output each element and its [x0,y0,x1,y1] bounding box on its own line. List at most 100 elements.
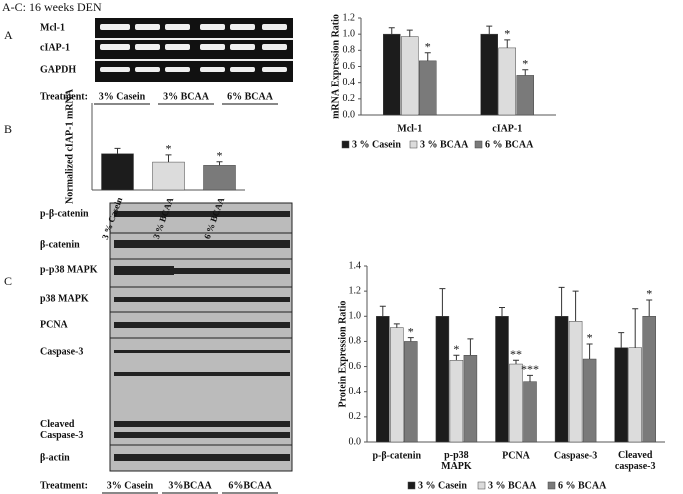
bar [498,47,516,116]
bar [376,316,390,443]
figure-title: A-C: 16 weeks DEN [2,0,102,14]
legend-label: 3 % BCAA [488,480,537,491]
significance: * [587,331,593,345]
y-tick-label: 1.0 [349,311,362,322]
legend-label: 3 % Casein [352,139,401,150]
error-bar [504,39,511,48]
bar [203,165,236,191]
treatment-group: 3% BCAA [163,91,210,102]
y-axis-label: mRNA Expression Ratio [330,14,341,119]
blot-dividers [110,232,292,446]
significance: ** [510,347,522,361]
blot-row-label: p-β-catenin [40,208,89,219]
error-bar [453,354,460,361]
bar [568,321,583,443]
bands [114,211,290,461]
y-tick-label: 0.8 [343,45,356,56]
bar [495,316,509,443]
blot-row-label: Mcl-1 [40,22,65,33]
blot-row-label: cIAP-1 [40,42,70,53]
bar [404,341,418,443]
error-bar [586,343,593,360]
bands [95,24,293,72]
y-tick-label: 0.2 [349,411,362,422]
error-bar [632,308,639,348]
legend-label: 6 % BCAA [558,480,607,491]
y-axis-label: Normalized cIAP-1 mRNA [64,88,75,204]
bar [628,347,642,443]
legend-swatch [409,140,418,149]
error-bar [467,338,474,356]
error-bar [527,374,533,382]
treatment-label: Treatment: [40,480,88,491]
significance: * [408,324,414,338]
blot-row-label: Caspase-3 [40,346,83,357]
y-tick-label: 0.0 [343,109,356,120]
error-bar [513,359,519,365]
error-bar [572,290,579,322]
bar [642,316,656,443]
treatment-group: 3% Casein [99,91,146,102]
panel-label: A [4,28,13,42]
bar [582,358,597,443]
significance: *** [521,362,539,376]
panel-label: C [4,274,12,288]
y-tick-label: 0.6 [349,361,362,372]
bar [383,33,401,116]
legend-label: 6 % BCAA [485,139,534,150]
treatment-group: 3% Casein [107,480,154,491]
bar [101,153,134,191]
bar [152,161,185,191]
blot-row-label: Cleaved Caspase-3 [40,419,83,441]
error-bar [388,27,395,35]
x-tick-label: PCNA [502,450,531,461]
significance: * [504,27,510,41]
error-bar [522,69,529,76]
legend-swatch [341,140,350,149]
blot-row-label: PCNA [40,319,69,330]
blot-row-label: β-catenin [40,239,80,250]
treatment-group: 6%BCAA [228,480,272,491]
bar [523,381,537,443]
error-bar [558,286,565,317]
x-tick-label: Cleaved caspase-3 [615,450,656,472]
legend-swatch [477,481,486,490]
error-bar [486,25,493,35]
treatment-group: 6% BCAA [227,91,274,102]
y-tick-label: 1.2 [343,12,356,23]
error-bar [439,288,446,317]
significance: * [522,56,528,70]
error-bar [424,52,431,61]
blot-a [95,18,293,82]
error-bar [407,337,414,342]
bar [449,360,464,443]
error-bar [393,323,400,328]
bar [435,316,450,443]
x-tick-label: cIAP-1 [492,123,522,134]
y-tick-label: 0.2 [343,93,356,104]
legend-label: 3 % BCAA [420,139,469,150]
legend-swatch [407,481,416,490]
panel-label: B [4,122,12,136]
x-tick-label: p-β-catenin [372,450,421,461]
y-tick-label: 0.8 [349,336,362,347]
y-tick-label: 0.4 [349,386,362,397]
x-tick-label: p-p38 MAPK [441,450,472,472]
legend-swatch [547,481,556,490]
treatment-group: 3%BCAA [168,480,212,491]
significance: * [166,142,172,156]
y-tick-label: 0.6 [343,61,356,72]
blot-row-label: GAPDH [40,64,76,75]
error-bar [114,147,121,154]
treatment-label: Treatment: [40,91,88,102]
legend-label: 3 % Casein [418,480,467,491]
error-bar [379,305,386,317]
error-bar [499,306,505,317]
blot-row-label: p-p38 MAPK [40,264,98,275]
bar [390,327,404,443]
x-tick-label: Caspase-3 [554,450,597,461]
blot-row-label: β-actin [40,452,70,463]
legend-swatch [474,140,483,149]
y-tick-label: 0.4 [343,77,356,88]
